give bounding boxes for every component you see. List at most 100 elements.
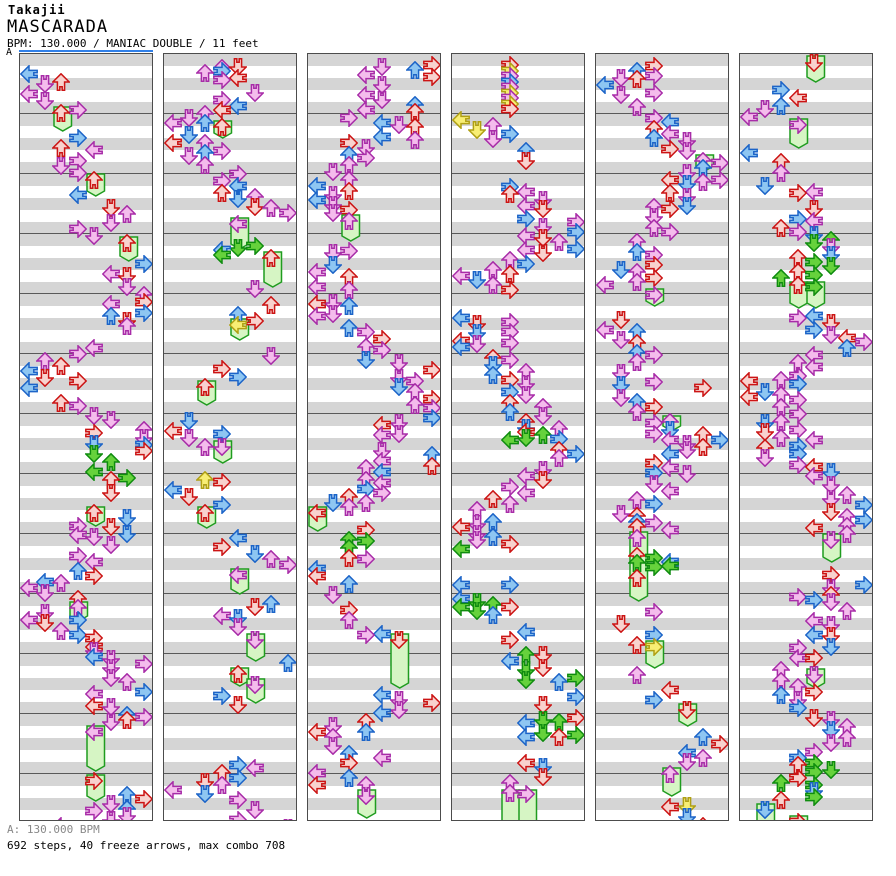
arrow-right [373, 341, 392, 359]
arrow-up [838, 602, 857, 620]
arrow-down [677, 808, 696, 820]
arrow-up [628, 98, 647, 116]
arrow-down [35, 584, 54, 602]
arrow-up [52, 622, 71, 640]
arrow-left [596, 76, 614, 94]
arrow-down [661, 421, 680, 439]
arrow-down [677, 753, 696, 771]
arrow-up [68, 562, 87, 580]
arrow-right [566, 223, 584, 241]
arrow-down [323, 717, 342, 735]
arrow-up [628, 554, 647, 572]
arrow-left [308, 191, 326, 209]
arrow-right [278, 556, 296, 574]
arrow-right [566, 240, 584, 258]
arrow-right [661, 223, 680, 241]
arrow-left [373, 686, 392, 704]
arrow-right [805, 278, 824, 296]
arrow-up [406, 396, 425, 414]
arrow-down [101, 713, 120, 731]
arrow-right [212, 71, 231, 89]
arrow-right [644, 373, 663, 391]
arrow-down [755, 423, 774, 441]
arrow-up [694, 749, 713, 767]
arrow-left [805, 212, 824, 230]
arrow-down [677, 197, 696, 215]
arrow-up [118, 234, 137, 252]
arrow-right [788, 391, 807, 409]
arrow-right [134, 304, 152, 322]
arrow-left [661, 557, 680, 575]
arrow-right [85, 424, 104, 442]
arrow-down [323, 256, 342, 274]
arrow-up [484, 117, 503, 135]
arrow-left [452, 518, 470, 536]
arrow-right [644, 603, 663, 621]
arrow-right [68, 129, 87, 147]
arrow-right [805, 321, 824, 339]
arrow-right [356, 149, 375, 167]
arrow-left [20, 65, 38, 83]
arrow-right [278, 204, 296, 222]
arrow-right [500, 100, 519, 118]
arrow-down [821, 476, 840, 494]
arrow-right [134, 655, 152, 673]
arrow-right [340, 109, 359, 127]
arrow-down [85, 445, 104, 463]
arrow-left [517, 754, 536, 772]
arrow-left [164, 481, 182, 499]
arrow-up [550, 713, 569, 731]
arrow-right [68, 397, 87, 415]
arrow-right [517, 255, 536, 273]
arrow-right [500, 281, 519, 299]
chart-column-3 [307, 53, 441, 821]
arrow-up [212, 118, 231, 136]
arrow-right [134, 790, 152, 808]
arrow-down [755, 449, 774, 467]
arrow-down [229, 58, 248, 76]
arrow-right [566, 709, 584, 727]
arrow-down [533, 768, 552, 786]
arrow-right [661, 200, 680, 218]
arrow-right [212, 142, 231, 160]
arrow-left [229, 316, 248, 334]
arrow-left [517, 183, 536, 201]
arrow-down [533, 407, 552, 425]
arrow-up [699, 817, 707, 820]
arrow-right [212, 687, 231, 705]
arrow-down [821, 503, 840, 521]
arrow-down [677, 701, 696, 719]
arrow-right [788, 223, 807, 241]
arrow-right [854, 576, 872, 594]
arrow-down [533, 471, 552, 489]
arrow-down [118, 525, 137, 543]
arrow-right [134, 683, 152, 701]
arrow-left [373, 128, 392, 146]
arrow-right [644, 67, 663, 85]
arrow-down [821, 761, 840, 779]
arrow-left [517, 623, 536, 641]
arrow-up [500, 185, 519, 203]
arrow-down [755, 801, 774, 819]
arrow-right [68, 164, 87, 182]
arrow-up [628, 403, 647, 421]
bpm-difficulty-info: BPM: 130.000 / MANIAC DOUBLE / 11 feet [7, 37, 259, 50]
arrow-left [85, 648, 104, 666]
arrow-up [628, 666, 647, 684]
arrow-down [755, 100, 774, 118]
arrow-down [179, 109, 198, 127]
arrow-right [788, 769, 807, 787]
arrow-right [68, 220, 87, 238]
arrow-right [500, 334, 519, 352]
arrow-right [710, 735, 728, 753]
arrow-left [740, 372, 758, 390]
arrow-up [533, 426, 552, 444]
arrow-up [772, 413, 791, 431]
arrow-left [229, 97, 248, 115]
arrow-down [611, 615, 630, 633]
arrow-down [118, 509, 137, 527]
arrow-up [85, 504, 104, 522]
freeze-body [390, 633, 410, 689]
arrow-down [821, 326, 840, 344]
arrow-up [101, 471, 120, 489]
